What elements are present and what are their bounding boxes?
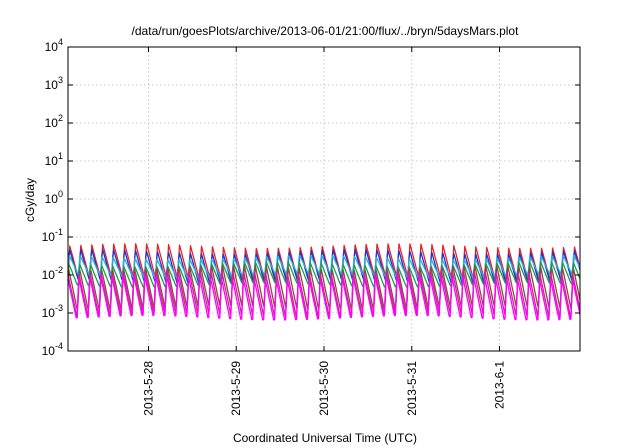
x-tick-label: 2013-5-29: [229, 361, 243, 416]
y-tick-exponent: -2: [55, 265, 63, 275]
x-axis: 2013-5-28 2013-5-29 2013-5-30 2013-5-31 2013…: [141, 47, 507, 416]
y-tick-base: 10: [42, 344, 56, 358]
y-tick-exponent: 0: [58, 189, 63, 199]
y-tick-exponent: 1: [58, 151, 63, 161]
chart-title: /data/run/goesPlots/archive/2013-06-01/2…: [132, 24, 520, 38]
y-tick-base: 10: [45, 192, 59, 206]
y-tick-label: 10-2: [42, 265, 63, 282]
y-tick-exponent: -4: [55, 341, 63, 351]
y-tick-exponent: 3: [58, 75, 63, 85]
series-line: [67, 243, 581, 284]
x-axis-label: Coordinated Universal Time (UTC): [233, 431, 417, 445]
y-tick-base: 10: [45, 78, 59, 92]
y-tick-base: 10: [45, 154, 59, 168]
y-tick-exponent: 2: [58, 113, 63, 123]
y-tick-label: 101: [45, 151, 63, 168]
y-tick-base: 10: [45, 40, 59, 54]
y-tick-label: 103: [45, 75, 63, 92]
y-tick-exponent: -3: [55, 303, 63, 313]
y-tick-base: 10: [42, 306, 56, 320]
series-line: [67, 261, 581, 289]
y-tick-base: 10: [42, 268, 56, 282]
y-tick-label: 100: [45, 189, 63, 206]
y-tick-base: 10: [42, 230, 56, 244]
y-tick-label: 10-3: [42, 303, 63, 320]
y-tick-label: 10-1: [42, 227, 63, 244]
x-tick-label: 2013-5-31: [405, 361, 419, 416]
y-tick-exponent: -1: [55, 227, 63, 237]
y-tick-label: 104: [45, 37, 63, 54]
y-tick-base: 10: [45, 116, 59, 130]
y-axis-label: cGy/day: [23, 178, 37, 222]
x-tick-label: 2013-5-30: [317, 361, 331, 416]
y-tick-label: 102: [45, 113, 63, 130]
y-tick-exponent: 4: [58, 37, 63, 47]
series-line: [67, 254, 581, 280]
y-tick-label: 10-4: [42, 341, 63, 358]
x-tick-label: 2013-5-28: [141, 361, 155, 416]
series-line: [67, 275, 581, 321]
x-tick-label: 2013-6-1: [493, 361, 507, 409]
series-group: [67, 243, 581, 321]
grid: [68, 47, 580, 351]
